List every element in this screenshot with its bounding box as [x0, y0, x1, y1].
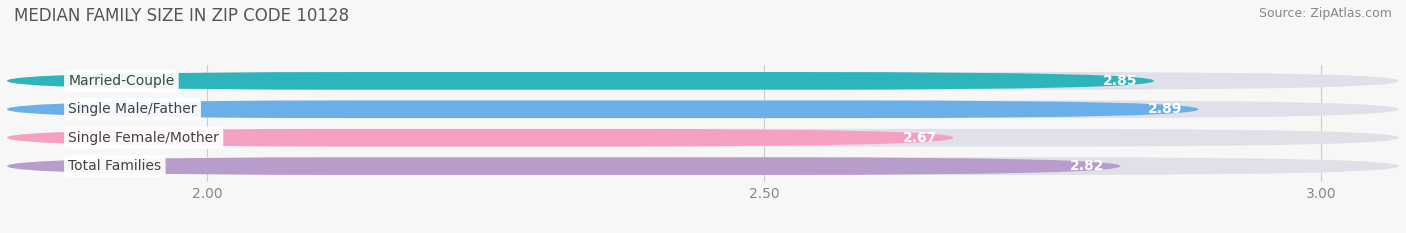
Text: 2.89: 2.89: [1147, 102, 1182, 116]
FancyBboxPatch shape: [7, 72, 1154, 90]
Text: Married-Couple: Married-Couple: [69, 74, 174, 88]
FancyBboxPatch shape: [7, 72, 1399, 90]
Text: 2.85: 2.85: [1102, 74, 1137, 88]
FancyBboxPatch shape: [7, 129, 953, 147]
Text: Single Male/Father: Single Male/Father: [69, 102, 197, 116]
Text: MEDIAN FAMILY SIZE IN ZIP CODE 10128: MEDIAN FAMILY SIZE IN ZIP CODE 10128: [14, 7, 349, 25]
Text: Source: ZipAtlas.com: Source: ZipAtlas.com: [1258, 7, 1392, 20]
FancyBboxPatch shape: [7, 100, 1198, 118]
FancyBboxPatch shape: [7, 157, 1399, 175]
Text: 2.82: 2.82: [1070, 159, 1104, 173]
Text: Single Female/Mother: Single Female/Mother: [69, 131, 219, 145]
FancyBboxPatch shape: [7, 157, 1121, 175]
Text: Total Families: Total Families: [69, 159, 162, 173]
Text: 2.67: 2.67: [903, 131, 936, 145]
FancyBboxPatch shape: [7, 129, 1399, 147]
FancyBboxPatch shape: [7, 100, 1399, 118]
